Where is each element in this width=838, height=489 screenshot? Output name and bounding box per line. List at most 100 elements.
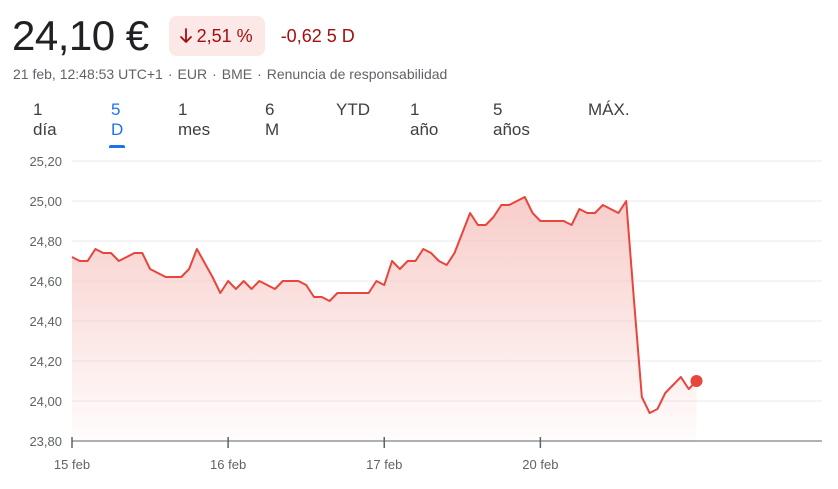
current-price-dot[interactable] (690, 375, 703, 387)
data-point (407, 260, 409, 262)
data-point (282, 280, 284, 282)
tab-max[interactable]: MÁX. (588, 100, 630, 119)
data-point (641, 396, 643, 398)
price-chart[interactable]: 25,20 25,00 24,80 24,60 24,40 24,20 24,00 23,80… (0, 140, 838, 485)
data-point (375, 280, 377, 282)
data-point (368, 292, 370, 294)
y-tick-label: 23,80 (29, 434, 62, 449)
data-point (149, 268, 151, 270)
x-tick-label: 17 feb (366, 457, 402, 472)
data-point (532, 212, 534, 214)
data-point (578, 208, 580, 210)
change-percent-badge: 2,51 % (168, 16, 265, 56)
data-point (219, 292, 221, 294)
change-period: 5 D (326, 25, 355, 46)
data-point (141, 252, 143, 254)
data-point (118, 260, 120, 262)
x-tick-label: 15 feb (54, 457, 90, 472)
y-tick-label: 25,20 (29, 154, 62, 169)
data-point (555, 220, 557, 222)
quote-currency: EUR (177, 66, 208, 82)
y-axis-labels: 25,20 25,00 24,80 24,60 24,40 24,20 24,00 23,80 (29, 154, 62, 449)
data-point (297, 280, 299, 282)
data-point (469, 212, 471, 214)
data-point (94, 248, 96, 250)
data-point (485, 224, 487, 226)
data-point (251, 288, 253, 290)
data-point (547, 220, 549, 222)
tab-ytd[interactable]: YTD (336, 100, 370, 119)
change-percent: 2,51 % (196, 25, 253, 46)
data-point (430, 252, 432, 254)
data-point (71, 256, 73, 258)
data-point (680, 376, 682, 378)
change-absolute-value: -0,62 (280, 25, 322, 46)
data-point (594, 212, 596, 214)
x-axis-ticks: 15 feb 16 feb 17 feb 20 feb (54, 437, 558, 472)
quote-header: 24,10 € 2,51 % -0,62 5 D (12, 10, 355, 62)
data-point (212, 276, 214, 278)
quote-exchange: BME (221, 66, 253, 82)
meta-separator: · (212, 66, 217, 82)
y-tick-label: 24,80 (29, 234, 62, 249)
disclaimer-link[interactable]: Renuncia de responsabilidad (266, 66, 448, 82)
data-point (172, 276, 174, 278)
data-point (500, 204, 502, 206)
data-point (321, 296, 323, 298)
y-tick-label: 25,00 (29, 194, 62, 209)
data-point (516, 200, 518, 202)
data-point (399, 268, 401, 270)
x-tick-label: 20 feb (522, 457, 558, 472)
data-point (477, 224, 479, 226)
data-point (79, 260, 81, 262)
data-point (305, 284, 307, 286)
x-tick-label: 16 feb (210, 457, 246, 472)
data-point (227, 280, 229, 282)
data-point (602, 204, 604, 206)
current-price: 24,10 € (12, 12, 149, 59)
arrow-down-icon (179, 28, 192, 43)
data-point (571, 224, 573, 226)
data-point (508, 204, 510, 206)
price-area-fill (72, 197, 697, 441)
data-point (87, 260, 89, 262)
data-point (586, 212, 588, 214)
meta-separator: · (257, 66, 262, 82)
change-absolute: -0,62 5 D (281, 26, 355, 47)
meta-separator: · (167, 66, 173, 82)
data-point (383, 284, 385, 286)
data-point (110, 252, 112, 254)
quote-meta: 21 feb, 12:48:53 UTC+1 · EUR · BME · Ren… (13, 66, 447, 82)
data-point (649, 412, 651, 414)
tab-1-day[interactable]: 1 día (33, 100, 57, 139)
data-point (656, 408, 658, 410)
data-point (126, 256, 128, 258)
data-point (196, 248, 198, 250)
data-point (446, 264, 448, 266)
tab-5-years[interactable]: 5 años (493, 100, 530, 139)
data-point (204, 262, 206, 264)
price-line (71, 196, 698, 414)
data-point (133, 252, 135, 254)
data-point (391, 260, 393, 262)
data-point (524, 196, 526, 198)
data-point (313, 296, 315, 298)
data-point (625, 200, 627, 202)
data-point (414, 260, 416, 262)
tab-1-year[interactable]: 1 año (410, 100, 439, 139)
tab-6-months[interactable]: 6 M (265, 100, 280, 139)
data-point (664, 392, 666, 394)
data-point (688, 388, 690, 390)
tab-5-days[interactable]: 5 D (108, 96, 126, 148)
data-point (329, 300, 331, 302)
data-point (235, 288, 237, 290)
data-point (344, 292, 346, 294)
data-point (102, 252, 104, 254)
data-point (165, 276, 167, 278)
data-point (539, 220, 541, 222)
tab-1-month[interactable]: 1 mes (178, 100, 211, 139)
data-point (157, 272, 159, 274)
data-point (360, 292, 362, 294)
data-point (274, 288, 276, 290)
data-point (352, 292, 354, 294)
